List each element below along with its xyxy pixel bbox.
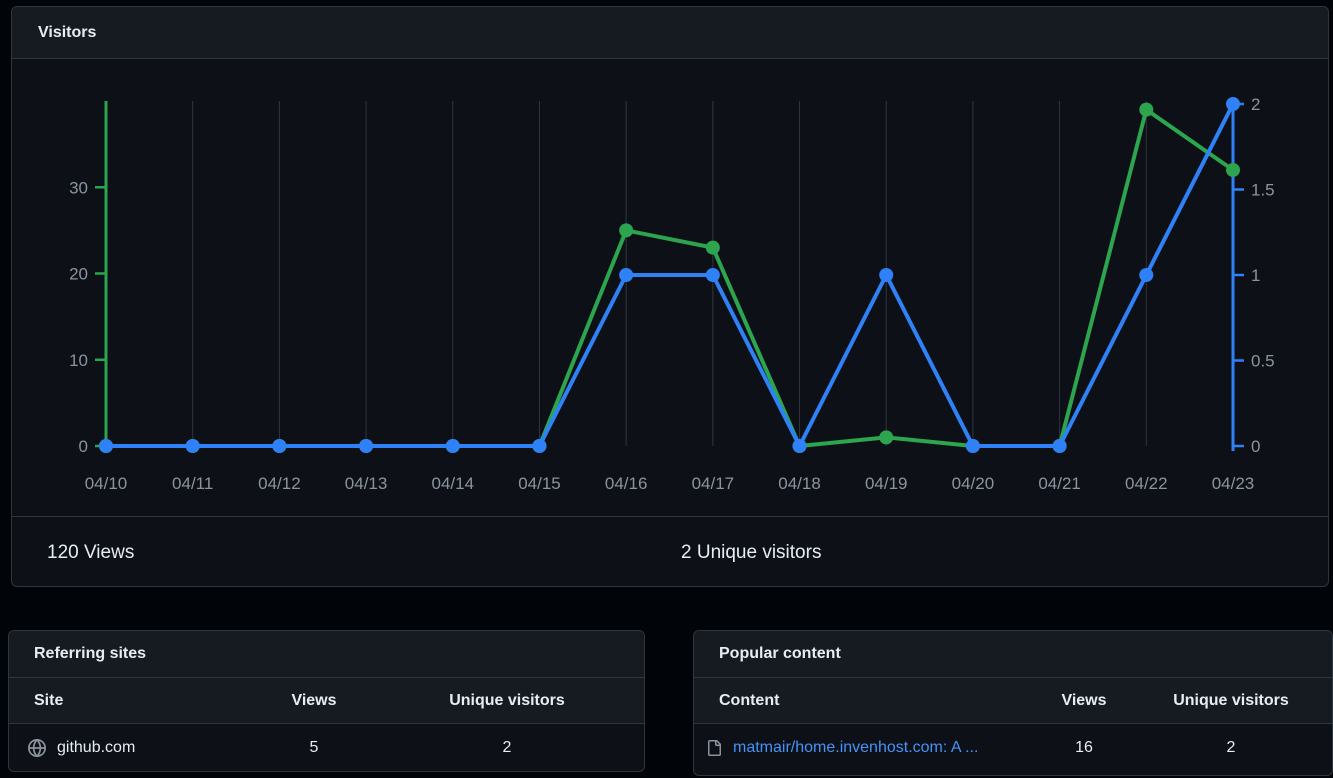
x-axis-label: 04/10 xyxy=(85,474,128,493)
column-header-views: Views xyxy=(234,678,394,724)
referring-sites-title: Referring sites xyxy=(34,645,147,662)
table-row: matmair/home.invenhost.com: A ... 16 2 xyxy=(694,724,1332,773)
x-axis-label: 04/12 xyxy=(258,474,301,493)
popular-content-table: Content Views Unique visitors matmair/ho… xyxy=(694,678,1332,772)
unique-visitors-point[interactable] xyxy=(445,439,460,453)
left-axis-tick-label: 30 xyxy=(69,178,88,197)
visitors-title: Visitors xyxy=(38,23,97,41)
x-axis-label: 04/14 xyxy=(431,474,474,493)
right-axis-tick-label: 0 xyxy=(1251,437,1260,456)
right-axis-tick-label: 1.5 xyxy=(1251,181,1275,200)
file-icon xyxy=(706,740,722,756)
site-unique-visitors-value: 2 xyxy=(502,739,512,756)
unique-visitors-point[interactable] xyxy=(272,439,287,453)
unique-visitors-point[interactable] xyxy=(1052,439,1067,453)
column-header-views: Views xyxy=(1014,678,1154,724)
x-axis-label: 04/17 xyxy=(692,474,735,493)
x-axis-label: 04/13 xyxy=(345,474,388,493)
unique-visitors-point[interactable] xyxy=(99,439,113,453)
x-axis-label: 04/21 xyxy=(1038,474,1081,493)
referring-sites-header: Referring sites xyxy=(9,631,644,678)
column-header-site: Site xyxy=(9,678,234,724)
views-point[interactable] xyxy=(619,223,634,238)
unique-visitors-point[interactable] xyxy=(619,268,634,282)
column-header-unique-visitors: Unique visitors xyxy=(394,678,644,724)
x-axis-label: 04/16 xyxy=(605,474,648,493)
x-axis-label: 04/20 xyxy=(952,474,995,493)
unique-visitors-line xyxy=(104,102,1235,448)
unique-visitors-point[interactable] xyxy=(1226,97,1240,111)
referring-sites-header-row: Site Views Unique visitors xyxy=(9,678,644,724)
visitors-panel: Visitors 0 10 20 30 0 0.5 1 1.5 2 04/10 04/11 04/12… xyxy=(11,6,1329,587)
views-line xyxy=(104,107,1235,448)
right-axis-tick-label: 0.5 xyxy=(1251,352,1275,371)
column-header-content: Content xyxy=(694,678,1014,724)
left-axis-tick-label: 0 xyxy=(79,437,88,456)
x-axis-label: 04/19 xyxy=(865,474,908,493)
content-link[interactable]: matmair/home.invenhost.com: A ... xyxy=(733,739,979,756)
table-row: github.com 5 2 xyxy=(9,724,644,773)
left-axis-tick-label: 20 xyxy=(69,265,88,284)
right-axis-tick-label: 2 xyxy=(1251,95,1260,114)
globe-icon xyxy=(28,739,46,757)
referring-sites-table: Site Views Unique visitors github.com 5 … xyxy=(9,678,644,772)
column-header-unique-visitors: Unique visitors xyxy=(1154,678,1332,724)
popular-content-header: Popular content xyxy=(694,631,1332,678)
visitors-panel-header: Visitors xyxy=(12,7,1328,59)
site-cell: github.com xyxy=(9,724,234,772)
unique-visitors-point[interactable] xyxy=(532,439,547,453)
x-axis-label: 04/15 xyxy=(518,474,561,493)
unique-visitors-point[interactable] xyxy=(1139,268,1154,282)
content-cell: matmair/home.invenhost.com: A ... xyxy=(694,724,1014,772)
x-axis-label: 04/22 xyxy=(1125,474,1168,493)
unique-visitors-point[interactable] xyxy=(792,439,807,453)
views-point[interactable] xyxy=(1139,102,1154,117)
popular-content-header-row: Content Views Unique visitors xyxy=(694,678,1332,724)
unique-visitors-point[interactable] xyxy=(965,439,980,453)
views-point[interactable] xyxy=(879,430,894,445)
views-point[interactable] xyxy=(705,240,720,255)
right-axis-tick-label: 1 xyxy=(1251,266,1260,285)
x-axis-label: 04/23 xyxy=(1212,474,1255,493)
referring-sites-panel: Referring sites Site Views Unique visito… xyxy=(8,630,645,772)
popular-content-title: Popular content xyxy=(719,645,841,662)
popular-content-panel: Popular content Content Views Unique vis… xyxy=(693,630,1333,776)
site-views-value: 5 xyxy=(309,739,319,756)
left-axis-tick-label: 10 xyxy=(69,351,88,370)
unique-visitors-point[interactable] xyxy=(705,268,720,282)
x-axis-label: 04/11 xyxy=(172,474,213,493)
x-axis-label: 04/18 xyxy=(778,474,821,493)
visitors-traffic-chart: 0 10 20 30 0 0.5 1 1.5 2 04/10 04/11 04/12 04/13 04/1… xyxy=(69,95,1275,493)
unique-visitors-point[interactable] xyxy=(359,439,374,453)
unique-visitors-point[interactable] xyxy=(879,268,894,282)
total-views: 120 Views xyxy=(47,541,135,563)
visitors-chart-area: 0 10 20 30 0 0.5 1 1.5 2 04/10 04/11 04/12 04/13 04/1… xyxy=(12,59,1328,516)
views-point[interactable] xyxy=(1226,163,1240,177)
content-unique-visitors-value: 2 xyxy=(1226,739,1236,756)
visitors-stats-bar: 120 Views 2 Unique visitors xyxy=(12,516,1328,588)
unique-visitors-point[interactable] xyxy=(185,439,200,453)
total-unique-visitors: 2 Unique visitors xyxy=(681,541,822,563)
site-name: github.com xyxy=(57,739,136,756)
content-views-value: 16 xyxy=(1075,739,1093,756)
